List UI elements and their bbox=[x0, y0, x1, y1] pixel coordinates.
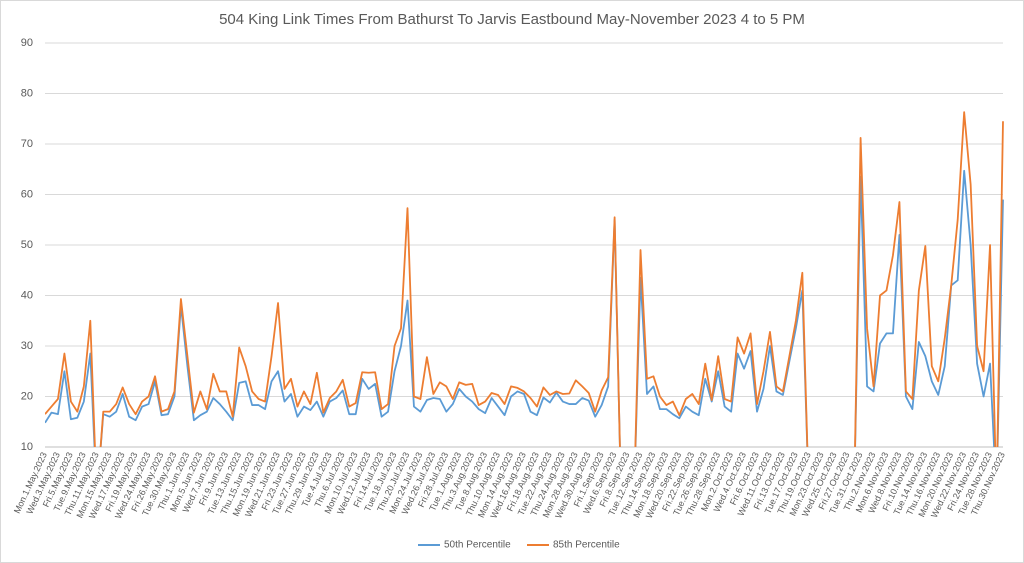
legend-label: 50th Percentile bbox=[444, 540, 511, 551]
y-tick-label: 90 bbox=[21, 37, 33, 49]
y-tick-label: 60 bbox=[21, 188, 33, 200]
series-line bbox=[45, 169, 1004, 447]
y-tick-label: 80 bbox=[21, 87, 33, 99]
y-tick-label: 10 bbox=[21, 441, 33, 453]
y-tick-label: 50 bbox=[21, 239, 33, 251]
legend-label: 85th Percentile bbox=[553, 540, 620, 551]
y-tick-label: 20 bbox=[21, 390, 33, 402]
series-line bbox=[45, 111, 1004, 447]
chart-title: 504 King Link Times From Bathurst To Jar… bbox=[219, 11, 805, 28]
y-tick-label: 70 bbox=[21, 138, 33, 150]
plot-area bbox=[45, 111, 1004, 447]
y-tick-label: 30 bbox=[21, 340, 33, 352]
y-tick-label: 40 bbox=[21, 289, 33, 301]
